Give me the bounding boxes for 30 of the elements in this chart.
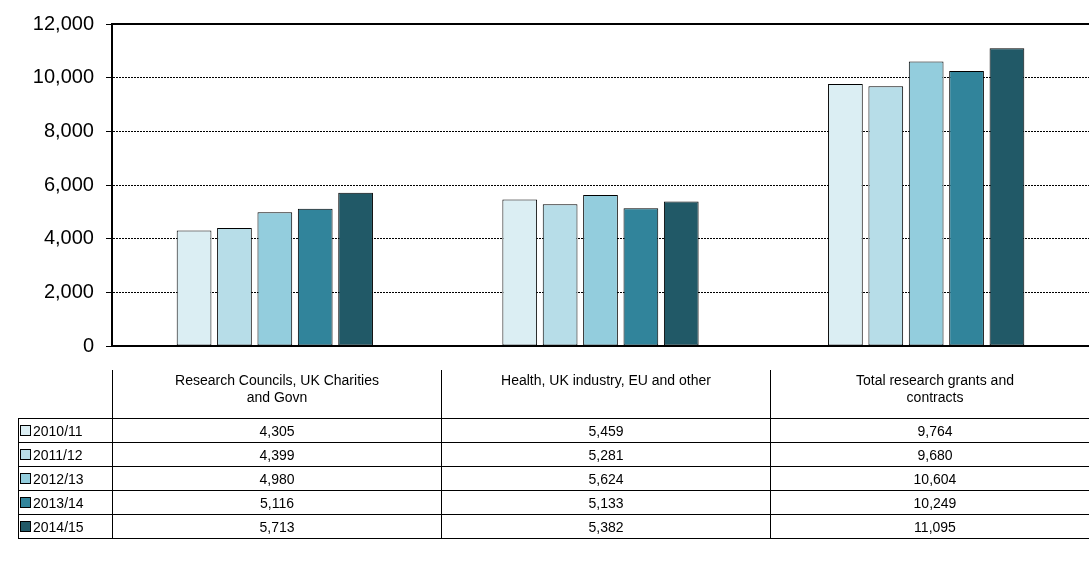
data-label: 10,249 (770, 490, 1089, 515)
x-tick-label: Health, UK industry, EU and other (441, 370, 771, 419)
data-label: 5,713 (112, 514, 442, 539)
data-label: 5,133 (441, 490, 771, 515)
data-label: 4,980 (112, 466, 442, 491)
legend-label: 2013/14 (33, 494, 84, 511)
y-tick-label: 4,000 (43, 226, 94, 249)
data-label: 5,624 (441, 466, 771, 491)
data-label: 5,459 (441, 418, 771, 443)
y-tick-label: 2,000 (43, 279, 94, 302)
legend-label: 2014/15 (33, 518, 84, 535)
data-label: 5,281 (441, 442, 771, 467)
legend-label: 2011/12 (33, 446, 83, 463)
legend-label: 2012/13 (33, 470, 84, 487)
data-label: 4,305 (112, 418, 442, 443)
x-tick-label: Total research grants and contracts (770, 370, 1089, 419)
data-label: 5,382 (441, 514, 771, 539)
y-tick-label: 0 (82, 333, 94, 356)
y-tick-label: 10,000 (32, 65, 94, 88)
legend-label: 2010/11 (33, 422, 83, 439)
y-tick-label: 6,000 (43, 172, 94, 195)
data-label: 5,116 (112, 490, 442, 515)
data-label: 9,764 (770, 418, 1089, 443)
data-label: 11,095 (770, 514, 1089, 539)
data-label: 4,399 (112, 442, 442, 467)
data-label: 9,680 (770, 442, 1089, 467)
data-label: 10,604 (770, 466, 1089, 491)
y-tick-label: 8,000 (43, 118, 94, 141)
x-tick-label: Research Councils, UK Charities and Govn (112, 370, 442, 419)
y-tick-label: 12,000 (32, 11, 94, 34)
